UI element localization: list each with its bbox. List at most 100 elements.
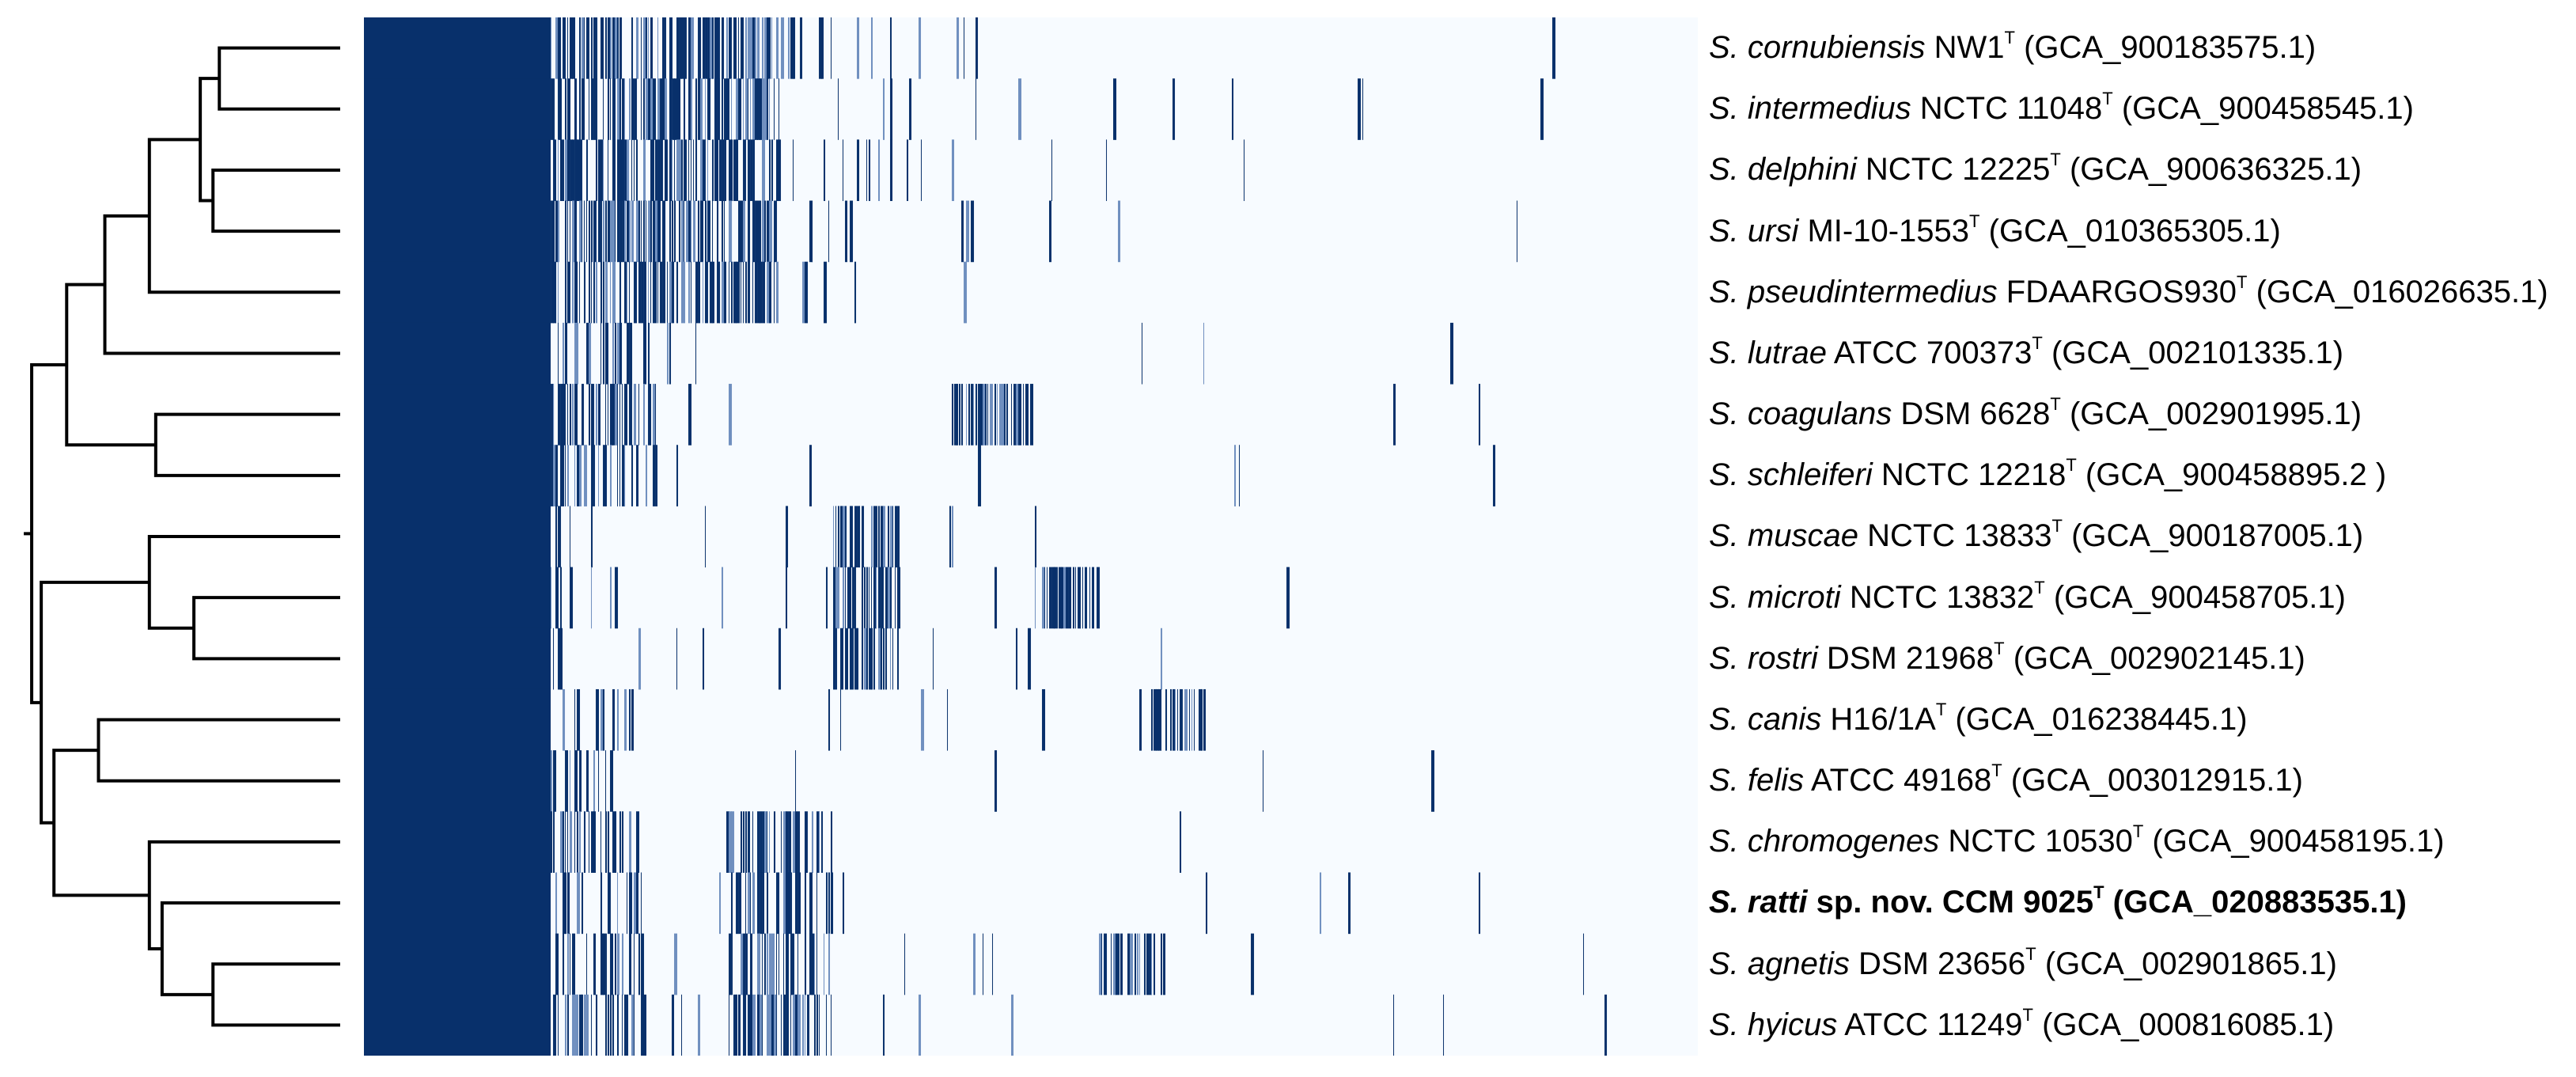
gene-presence-stripe bbox=[589, 322, 592, 385]
gene-presence-stripe bbox=[679, 17, 683, 79]
strain-name: NCTC 12218 bbox=[1881, 457, 2066, 493]
gene-presence-stripe bbox=[807, 811, 809, 873]
gene-presence-stripe bbox=[987, 384, 989, 446]
gene-presence-stripe bbox=[1239, 445, 1241, 506]
gene-presence-stripe bbox=[731, 261, 733, 324]
gene-presence-stripe bbox=[586, 200, 588, 263]
gene-presence-stripe bbox=[584, 17, 585, 79]
gene-presence-stripe bbox=[812, 933, 815, 995]
heatmap-row bbox=[364, 872, 1481, 935]
type-strain-mark: T bbox=[2132, 821, 2144, 842]
gene-presence-stripe bbox=[795, 872, 798, 935]
gene-presence-stripe bbox=[565, 445, 566, 506]
gene-presence-stripe bbox=[634, 139, 635, 202]
gene-presence-stripe bbox=[878, 567, 881, 629]
gene-presence-stripe bbox=[567, 200, 569, 263]
gene-presence-stripe bbox=[596, 17, 598, 79]
gene-presence-stripe bbox=[563, 811, 565, 873]
gene-presence-stripe bbox=[624, 78, 626, 140]
gene-presence-stripe bbox=[726, 17, 729, 79]
gene-presence-stripe bbox=[1206, 872, 1208, 935]
genome-label: S. cornubiensis NW1T (GCA_900183575.1) bbox=[1709, 17, 2316, 78]
gene-presence-stripe bbox=[828, 200, 830, 263]
gene-presence-stripe bbox=[745, 261, 748, 324]
gene-presence-stripe bbox=[781, 811, 782, 873]
gene-presence-stripe bbox=[764, 17, 768, 79]
gene-presence-stripe bbox=[563, 322, 565, 385]
gene-presence-stripe bbox=[660, 139, 663, 202]
gene-presence-stripe bbox=[603, 322, 605, 385]
gene-presence-stripe bbox=[994, 567, 998, 629]
gene-presence-stripe bbox=[961, 200, 964, 263]
gene-presence-stripe bbox=[634, 933, 635, 995]
gene-presence-stripe bbox=[679, 139, 682, 202]
assembly-accession: (GCA_002101335.1) bbox=[2051, 335, 2344, 370]
gene-presence-stripe bbox=[909, 78, 912, 140]
gene-presence-stripe bbox=[838, 506, 840, 568]
gene-presence-stripe bbox=[722, 139, 725, 202]
gene-presence-stripe bbox=[748, 17, 751, 79]
gene-presence-stripe bbox=[921, 688, 925, 751]
gene-presence-stripe bbox=[581, 17, 585, 79]
gene-presence-stripe bbox=[650, 139, 653, 202]
gene-presence-stripe bbox=[610, 750, 614, 812]
gene-presence-stripe bbox=[722, 78, 724, 140]
gene-presence-stripe bbox=[555, 261, 557, 324]
gene-presence-stripe bbox=[786, 933, 790, 995]
genome-label: S. canis H16/1AT (GCA_016238445.1) bbox=[1709, 689, 2248, 750]
gene-presence-stripe bbox=[1023, 384, 1025, 446]
gene-presence-stripe bbox=[615, 322, 617, 385]
genome-label: S. microti NCTC 13832T (GCA_900458705.1) bbox=[1709, 567, 2346, 628]
assembly-accession: (GCA_900458195.1) bbox=[2152, 824, 2445, 859]
gene-presence-stripe bbox=[574, 78, 578, 140]
dendrogram-branch bbox=[192, 596, 340, 661]
gene-presence-stripe bbox=[1127, 933, 1131, 995]
gene-presence-stripe bbox=[762, 17, 764, 79]
gene-presence-stripe bbox=[831, 994, 832, 1056]
gene-presence-stripe bbox=[745, 139, 747, 202]
assembly-accession: (GCA_900183575.1) bbox=[2024, 30, 2317, 65]
gene-presence-stripe bbox=[695, 322, 697, 385]
gene-presence-stripe bbox=[605, 750, 607, 812]
gene-presence-stripe bbox=[769, 811, 771, 873]
gene-presence-stripe bbox=[857, 139, 860, 202]
gene-presence-stripe bbox=[793, 933, 795, 995]
gene-presence-stripe bbox=[574, 322, 578, 385]
gene-presence-stripe bbox=[600, 200, 603, 263]
gene-presence-stripe bbox=[589, 200, 591, 263]
gene-presence-stripe bbox=[641, 933, 645, 995]
gene-presence-stripe bbox=[816, 811, 820, 873]
gene-presence-stripe bbox=[878, 139, 881, 202]
gene-presence-stripe bbox=[650, 17, 653, 79]
gene-presence-stripe bbox=[1479, 384, 1481, 446]
gene-presence-stripe bbox=[774, 78, 775, 140]
gene-presence-stripe bbox=[643, 200, 646, 263]
gene-presence-stripe bbox=[741, 933, 744, 995]
gene-presence-stripe bbox=[1172, 78, 1176, 140]
gene-presence-stripe bbox=[643, 261, 647, 324]
gene-presence-stripe bbox=[600, 261, 603, 324]
gene-presence-stripe bbox=[669, 200, 672, 263]
dendrogram-branch bbox=[52, 749, 150, 897]
gene-presence-stripe bbox=[669, 78, 672, 140]
gene-presence-stripe bbox=[961, 384, 964, 446]
gene-presence-stripe bbox=[719, 261, 721, 324]
gene-presence-stripe bbox=[774, 261, 775, 324]
gene-presence-stripe bbox=[786, 506, 789, 568]
heatmap-row bbox=[364, 17, 1556, 79]
gene-presence-stripe bbox=[736, 78, 739, 140]
gene-presence-stripe bbox=[593, 261, 596, 324]
gene-presence-stripe bbox=[757, 78, 761, 140]
gene-presence-stripe bbox=[1187, 688, 1188, 751]
assembly-accession: (GCA_016238445.1) bbox=[1955, 701, 2248, 737]
gene-presence-stripe bbox=[783, 933, 785, 995]
gene-presence-stripe bbox=[591, 200, 593, 263]
gene-presence-stripe bbox=[1011, 994, 1014, 1056]
gene-presence-stripe bbox=[745, 17, 748, 79]
gene-presence-stripe bbox=[598, 200, 601, 263]
gene-presence-stripe bbox=[622, 200, 625, 263]
gene-presence-stripe bbox=[1042, 688, 1046, 751]
gene-presence-stripe bbox=[577, 445, 581, 506]
gene-presence-stripe bbox=[828, 933, 831, 995]
gene-presence-stripe bbox=[738, 872, 742, 935]
